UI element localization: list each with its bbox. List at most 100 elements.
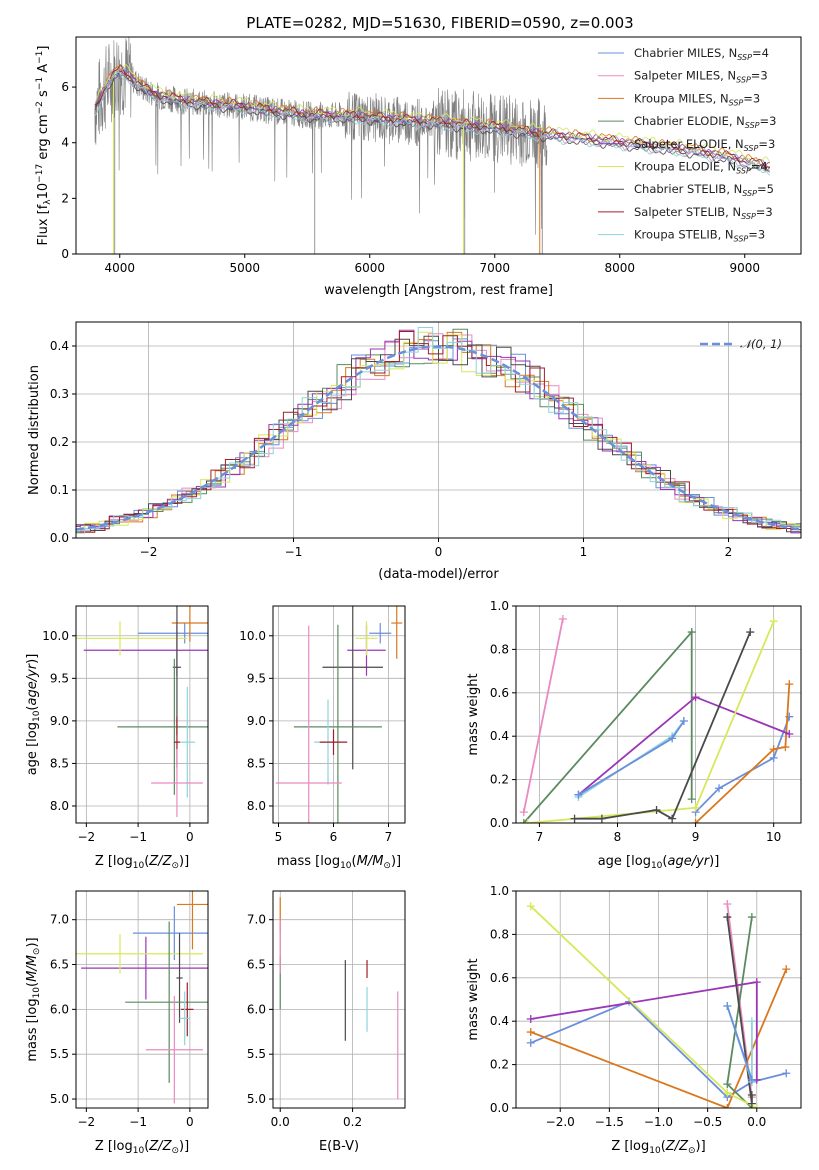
x-axis-label: E(B-V) — [319, 1139, 359, 1154]
legend-entry: Kroupa STELIB, NSSP=3 — [634, 228, 765, 244]
x-axis-label: age [log10(age/yr)] — [598, 854, 720, 871]
weight-line — [694, 716, 791, 813]
weight-vs-age-frame — [515, 605, 802, 824]
x-tick-label: 0 — [435, 545, 443, 559]
weight-marker — [519, 819, 528, 823]
y-tick-label: 0.4 — [490, 1014, 509, 1028]
legend: Chabrier MILES, NSSP=4 Salpeter MILES, NS… — [598, 46, 776, 244]
x-tick-label: 6000 — [354, 261, 385, 275]
legend-entry: Salpeter ELODIE, NSSP=3 — [634, 137, 775, 153]
legend-entry: Chabrier STELIB, NSSP=5 — [634, 182, 774, 198]
legend-entry: 𝒩(0, 1) — [740, 337, 782, 351]
x-tick-label: −1.0 — [644, 1115, 673, 1129]
weight-line — [578, 720, 685, 796]
y-tick-label: 9.5 — [247, 671, 266, 685]
age-vs-Z-axes: −2 −1 0 8.0 8.5 9.0 9.5 10.0 — [42, 606, 208, 844]
weight-marker — [723, 913, 732, 922]
x-tick-label: −0.5 — [693, 1115, 722, 1129]
x-tick-label: −2 — [78, 830, 96, 844]
x-tick-label: 6 — [330, 830, 338, 844]
weight-marker — [752, 1104, 761, 1108]
y-tick-label: 9.0 — [50, 714, 69, 728]
x-tick-label: 1 — [580, 545, 588, 559]
legend-entry: Kroupa MILES, NSSP=3 — [634, 91, 760, 107]
residuals-axes: −2 −1 0 1 2 0.0 0.1 0.2 0.3 0.4 — [50, 322, 801, 559]
weight-marker — [679, 717, 688, 726]
weight-marker — [687, 795, 696, 804]
x-tick-label: −2.0 — [546, 1115, 575, 1129]
y-axis-label: age [log10(age/yr)] — [25, 654, 42, 776]
y-tick-label: 6.5 — [50, 958, 69, 972]
legend-entry: Kroupa ELODIE, NSSP=4 — [634, 160, 768, 176]
y-tick-label: 8.0 — [50, 799, 69, 813]
x-tick-label: 0.2 — [343, 1115, 362, 1129]
y-tick-label: 0.2 — [490, 773, 509, 787]
weight-line — [523, 629, 693, 823]
mass-vs-Z-axes: −2 −1 0 5.0 5.5 6.0 6.5 7.0 — [50, 891, 208, 1129]
y-axis-label: mass weight — [466, 958, 481, 1040]
y-tick-label: 1.0 — [490, 599, 509, 613]
mass-vs-Z-points — [76, 891, 208, 1104]
y-tick-label: 5.5 — [50, 1047, 69, 1061]
weight-vs-Z-axes: −2.0 −1.5 −1.0 −0.5 0.0 0.0 0.2 0.4 0.6 0.8 1.0 — [490, 884, 801, 1129]
weight-marker — [558, 615, 567, 624]
x-tick-label: 2 — [725, 545, 733, 559]
weight-marker — [668, 814, 677, 823]
mass-vs-EBV-axes: 0.0 0.2 5.0 5.5 6.0 6.5 7.0 — [247, 891, 405, 1129]
x-axis-label: Z [log10(Z/Z⊙)] — [95, 854, 189, 871]
mass-vs-EBV-frame — [272, 890, 406, 1109]
weight-line — [522, 618, 564, 813]
weight-line — [694, 684, 791, 823]
y-tick-label: 7.0 — [50, 913, 69, 927]
model-line — [94, 64, 771, 164]
weight-vs-age-series — [519, 615, 794, 823]
x-tick-label: 9000 — [729, 261, 760, 275]
weight-marker — [782, 965, 791, 974]
weight-marker — [747, 1090, 756, 1099]
weight-marker — [781, 743, 790, 752]
spectrum-axes: 4000 5000 6000 7000 8000 9000 0 2 4 6 — [61, 80, 760, 275]
weight-marker — [723, 1088, 732, 1097]
x-tick-label: −1 — [129, 1115, 147, 1129]
weight-marker — [723, 900, 732, 909]
mass-vs-Z-frame — [75, 890, 209, 1109]
y-tick-label: 1.0 — [490, 884, 509, 898]
weight-marker — [691, 803, 700, 812]
y-tick-label: 0.1 — [50, 483, 69, 497]
y-axis-label: mass [log10(M/M⊙)] — [25, 937, 42, 1061]
x-tick-label: 5000 — [229, 261, 260, 275]
y-tick-label: 2 — [61, 191, 69, 205]
y-tick-label: 6 — [61, 80, 69, 94]
y-tick-label: 0.0 — [490, 1101, 509, 1115]
legend-entry: Chabrier MILES, NSSP=4 — [634, 46, 769, 62]
weight-marker — [526, 1015, 535, 1024]
y-tick-label: 9.5 — [50, 671, 69, 685]
x-axis-label: wavelength [Angstrom, rest frame] — [324, 283, 553, 298]
weight-line — [530, 905, 758, 1108]
y-axis-label: Flux [fλ10−17 erg cm−2 s−1 A−1] — [35, 46, 53, 246]
y-axis-label: mass weight — [466, 673, 481, 755]
histogram-series — [76, 327, 801, 534]
chart-title: PLATE=0282, MJD=51630, FIBERID=0590, z=0… — [246, 14, 633, 32]
y-tick-label: 9.0 — [247, 714, 266, 728]
x-tick-label: 8000 — [604, 261, 635, 275]
legend-entry: Salpeter MILES, NSSP=3 — [634, 69, 768, 85]
spectrum-lines — [94, 37, 771, 254]
y-tick-label: 0.2 — [490, 1058, 509, 1072]
x-tick-label: −1 — [285, 545, 303, 559]
y-tick-label: 7.0 — [247, 913, 266, 927]
weight-marker — [747, 1075, 756, 1084]
weight-marker — [769, 617, 778, 626]
y-axis-label: Normed distribution — [27, 365, 42, 495]
weight-marker — [519, 808, 528, 817]
x-tick-label: 0.0 — [747, 1115, 766, 1129]
weight-marker — [746, 628, 755, 637]
x-axis-label: mass [log10(M/M⊙)] — [277, 854, 401, 871]
residuals-frame — [75, 321, 802, 539]
x-tick-label: 7 — [385, 830, 393, 844]
weight-marker — [715, 784, 724, 793]
x-tick-label: −2 — [140, 545, 158, 559]
weight-marker — [691, 693, 700, 702]
y-tick-label: 8.5 — [50, 756, 69, 770]
